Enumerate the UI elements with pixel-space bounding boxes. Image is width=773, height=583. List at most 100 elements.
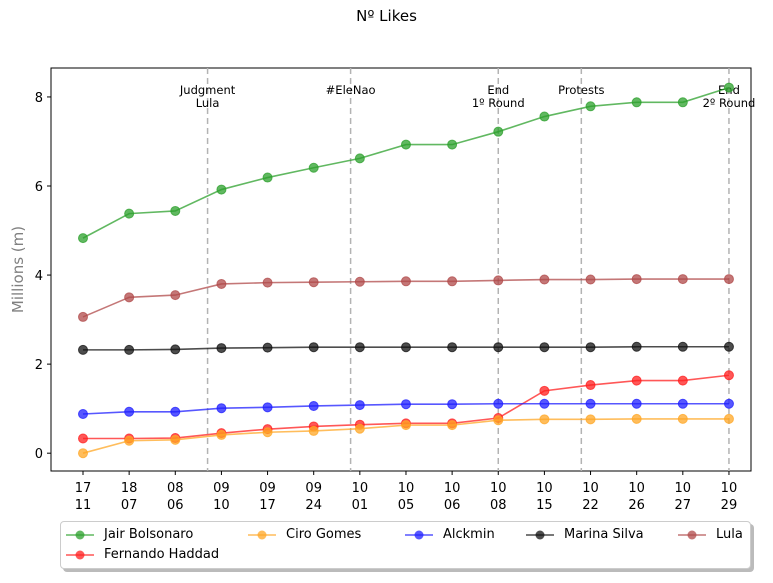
data-point [677, 398, 688, 409]
data-point [631, 375, 642, 386]
data-point [216, 429, 227, 440]
legend-swatch-marker [535, 530, 545, 540]
legend-label: Alckmin [443, 527, 495, 542]
data-point [354, 400, 365, 411]
annotation-label: End [487, 83, 509, 97]
data-point [585, 380, 596, 391]
data-point [400, 420, 411, 431]
data-point [723, 413, 734, 424]
x-tick-label: 01 [352, 498, 369, 513]
legend-swatch-marker [257, 530, 267, 540]
data-point [78, 344, 88, 355]
data-point [262, 172, 273, 183]
data-point [631, 398, 642, 409]
x-tick-label: 10 [628, 481, 645, 496]
legend-swatch-marker [75, 550, 85, 560]
y-tick-label: 6 [35, 180, 43, 195]
data-point [493, 275, 504, 286]
legend: Jair Bolsonaro Fernando Haddad Ciro Gomes A… [60, 521, 751, 569]
x-tick-label: 10 [582, 481, 599, 496]
data-point [170, 434, 181, 445]
x-tick-label: 09 [305, 481, 322, 496]
data-point [723, 341, 734, 352]
x-tick-label: 29 [721, 498, 738, 513]
legend-swatch-marker [414, 530, 424, 540]
x-tick-label: 17 [75, 481, 92, 496]
x-tick-label: 06 [167, 498, 184, 513]
data-point [354, 423, 365, 434]
x-tick-label: 10 [398, 481, 415, 496]
data-point [493, 126, 504, 137]
data-point [539, 385, 550, 396]
data-point [677, 97, 688, 108]
data-point [78, 409, 88, 420]
x-tick-label: 05 [398, 498, 415, 513]
data-point [585, 398, 596, 409]
data-point [400, 276, 411, 287]
data-point [78, 311, 88, 322]
data-point [124, 208, 135, 219]
legend-label: Ciro Gomes [286, 527, 362, 542]
data-point [493, 342, 504, 353]
data-point [354, 276, 365, 287]
data-point [677, 341, 688, 352]
annotation-label: Judgment [179, 83, 236, 97]
data-point [677, 413, 688, 424]
data-point [723, 274, 734, 285]
x-tick-label: 24 [305, 498, 322, 513]
x-tick-label: 10 [721, 481, 738, 496]
data-point [124, 292, 135, 303]
annotation-label: Protests [558, 83, 604, 97]
legend-swatch [405, 530, 433, 540]
annotation-label: 2º Round [703, 96, 756, 110]
data-point [308, 342, 319, 353]
data-point [539, 342, 550, 353]
x-tick-label: 10 [213, 498, 230, 513]
x-tick-label: 18 [121, 481, 138, 496]
data-point [124, 344, 135, 355]
chart-title: Nº Likes [356, 7, 417, 25]
data-point [308, 425, 319, 436]
data-point [400, 342, 411, 353]
x-tick-label: 27 [675, 498, 692, 513]
legend-swatch [66, 550, 94, 560]
data-point [723, 398, 734, 409]
legend-swatch [678, 530, 706, 540]
data-point [400, 139, 411, 150]
data-point [262, 427, 273, 438]
data-point [262, 402, 273, 413]
data-point [447, 276, 458, 287]
x-tick-label: 09 [213, 481, 230, 496]
data-point [400, 399, 411, 410]
data-point [447, 420, 458, 431]
data-point [677, 274, 688, 285]
data-point [631, 97, 642, 108]
data-point [78, 448, 88, 459]
data-point [78, 233, 88, 244]
annotation-label: #EleNao [326, 83, 376, 97]
legend-swatch-marker [687, 530, 697, 540]
legend-swatch [66, 530, 94, 540]
plot-frame [50, 67, 752, 472]
x-tick-label: 17 [259, 498, 276, 513]
data-point [216, 403, 227, 414]
annotation-label: 1º Round [472, 96, 525, 110]
data-point [677, 375, 688, 386]
data-point [585, 101, 596, 112]
data-point [585, 414, 596, 425]
data-point [585, 342, 596, 353]
data-point [308, 277, 319, 288]
y-axis-label: Millions (m) [9, 226, 27, 313]
data-point [539, 414, 550, 425]
x-tick-label: 11 [75, 498, 92, 513]
data-point [493, 415, 504, 426]
data-point [170, 205, 181, 216]
data-point [78, 433, 88, 444]
series-line [82, 86, 730, 239]
data-point [262, 277, 273, 288]
data-point [124, 435, 135, 446]
x-tick-label: 09 [259, 481, 276, 496]
data-point [631, 413, 642, 424]
x-tick-label: 15 [536, 498, 553, 513]
